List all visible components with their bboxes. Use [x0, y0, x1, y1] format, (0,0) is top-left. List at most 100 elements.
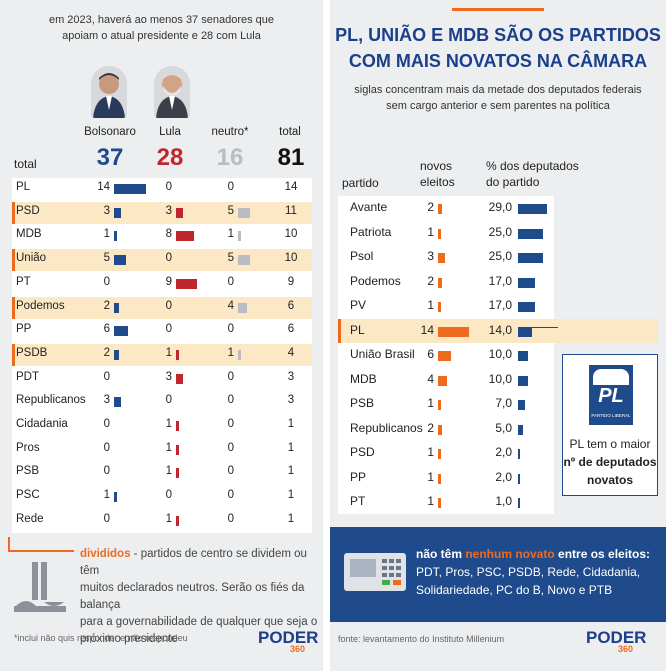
- bolsonaro-value: 3: [103, 204, 110, 217]
- pct-value: 17,0: [488, 298, 512, 312]
- senate-row: PL 14 0 0 14: [12, 178, 312, 200]
- right-title-line2: COM MAIS NOVATOS NA CÂMARA: [348, 51, 648, 71]
- party-name: PSB: [350, 396, 375, 410]
- banner-text: não têm nenhum novato entre os eleitos: …: [416, 545, 664, 599]
- lula-value: 0: [165, 181, 172, 193]
- note-text-4: próximo presidente: [80, 633, 178, 645]
- senate-row: PDT 0 3 0 3: [12, 368, 312, 390]
- note-connector: [8, 537, 10, 551]
- novos-value: 1: [427, 469, 434, 484]
- pct-bar: [518, 228, 543, 239]
- no-novato-banner: não têm nenhum novato entre os eleitos: …: [330, 527, 666, 622]
- party-name: PV: [350, 298, 367, 312]
- pct-bar: [518, 498, 520, 508]
- callout-line2: nº de deputados: [563, 455, 657, 469]
- pct-bar: [518, 302, 535, 312]
- novos-bar: [438, 204, 443, 214]
- pl-logo-sub: PARTIDO LIBERAL: [591, 413, 631, 418]
- lula-photo: [154, 66, 190, 118]
- bolsonaro-bar: [114, 492, 117, 503]
- neutro-value: 1: [227, 346, 234, 359]
- bolsonaro-value: 0: [103, 275, 110, 288]
- pct-value: 25,0: [488, 249, 512, 263]
- party-name: União: [16, 252, 47, 265]
- novos-bar: [438, 277, 443, 288]
- pct-value: 5,0: [495, 420, 512, 435]
- bolsonaro-bar: [114, 231, 117, 242]
- bolsonaro-value: 14: [97, 181, 110, 193]
- pct-bar: [518, 424, 523, 435]
- lula-value: 3: [165, 370, 172, 383]
- lula-value: 9: [165, 275, 172, 288]
- novos-bar: [438, 498, 441, 508]
- party-name: Republicanos: [16, 394, 86, 407]
- party-name: PL: [350, 322, 365, 337]
- party-name: PSC: [16, 489, 40, 502]
- col-bolsonaro: Bolsonaro: [84, 126, 136, 138]
- pct-bar: [518, 449, 520, 459]
- party-name: PSB: [16, 465, 40, 478]
- pct-value: 2,0: [495, 469, 512, 484]
- row-total: 1: [287, 489, 295, 502]
- bolsonaro-value: 0: [103, 370, 110, 383]
- lula-value: 1: [165, 512, 172, 525]
- row-total: 10: [284, 228, 298, 241]
- senate-row: PP 6 0 0 6: [12, 320, 312, 342]
- row-total: 3: [287, 370, 295, 383]
- col-novos: novos eleitos: [420, 158, 455, 190]
- novos-value: 2: [427, 273, 434, 288]
- right-subtitle-line1: siglas concentram mais da metade dos dep…: [354, 84, 642, 96]
- lula-bar: [176, 468, 179, 479]
- deputy-row: MDB 4 10,0: [338, 368, 554, 392]
- neutro-value: 1: [227, 228, 234, 241]
- bolsonaro-value: 5: [103, 252, 110, 265]
- col-novos-1: novos: [420, 159, 453, 173]
- lula-value: 0: [165, 394, 172, 407]
- bolsonaro-value: 3: [103, 394, 110, 407]
- pct-value: 2,0: [495, 445, 512, 459]
- col-pct-1: % dos deputados: [486, 159, 579, 173]
- novos-bar: [438, 400, 441, 410]
- bolsonaro-value: 1: [103, 489, 110, 502]
- bolsonaro-bar: [114, 326, 128, 337]
- neutro-value: 0: [227, 418, 234, 430]
- total-all: 81: [277, 144, 305, 171]
- senate-row: PT 0 9 0 9: [12, 273, 312, 295]
- logo-text-right: PODER: [586, 628, 647, 647]
- right-subtitle-line2: sem cargo anterior e sem parentes na pol…: [386, 100, 610, 112]
- senate-row: PSC 1 0 0 1: [12, 486, 312, 508]
- poder360-logo-right: PODER 360: [586, 628, 647, 654]
- source: fonte: levantamento do Instituto Milleni…: [338, 634, 505, 644]
- party-name: PT: [16, 275, 31, 288]
- party-name: PDT: [16, 370, 39, 383]
- lula-bar: [176, 278, 197, 289]
- bolsonaro-value: 0: [103, 441, 110, 454]
- senators-panel: em 2023, haverá ao menos 37 senadores qu…: [0, 0, 323, 671]
- lula-bar: [176, 421, 179, 431]
- pct-bar: [518, 351, 528, 361]
- row-total: 3: [287, 394, 295, 407]
- pct-value: 7,0: [495, 396, 512, 410]
- novos-bar: [438, 473, 441, 484]
- pct-value: 10,0: [488, 347, 512, 361]
- lula-value: 8: [165, 228, 172, 241]
- congress-icon: [14, 560, 66, 618]
- pct-value: 25,0: [488, 224, 512, 239]
- deputy-row: Psol 3 25,0: [338, 245, 554, 269]
- total-lula: 28: [156, 144, 184, 171]
- row-total: 1: [287, 465, 295, 478]
- novos-value: 14: [420, 322, 434, 337]
- bolsonaro-bar: [114, 184, 147, 194]
- pct-bar: [518, 326, 532, 337]
- note-text-1: - partidos de centro se dividem ou têm: [80, 548, 307, 577]
- pl-logo: PL PARTIDO LIBERAL: [589, 365, 633, 425]
- highlight-marker: [12, 201, 15, 224]
- party-name: Rede: [16, 512, 44, 525]
- senate-row: PSD 3 3 5 11: [12, 201, 312, 224]
- col-lula: Lula: [159, 126, 181, 138]
- callout-connector: [524, 327, 558, 328]
- bolsonaro-photo: [91, 66, 127, 118]
- callout-line3: novatos: [586, 473, 633, 487]
- lula-value: 0: [165, 252, 172, 265]
- neutro-value: 0: [227, 394, 234, 407]
